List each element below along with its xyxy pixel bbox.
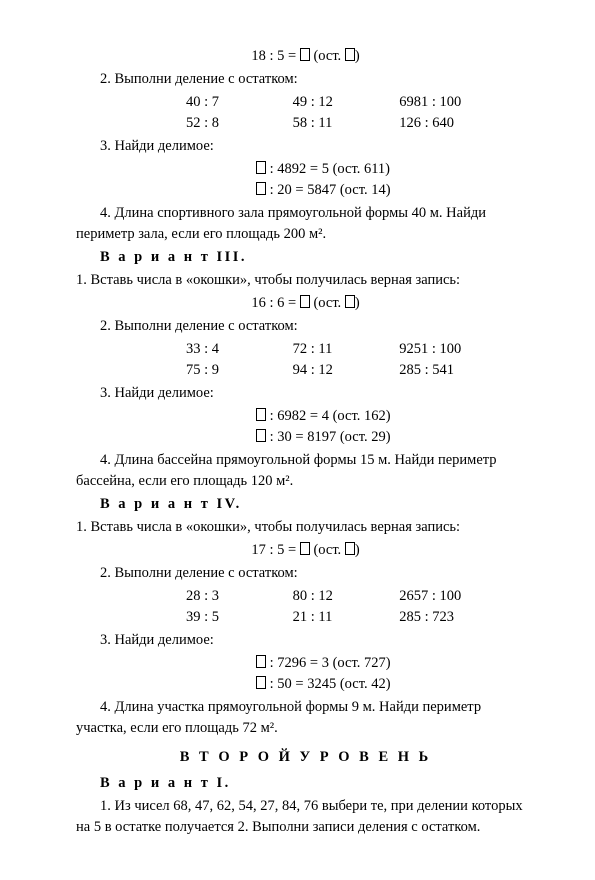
equation-top: 18 : 5 = (ост. )	[76, 46, 535, 67]
v3-ex1: 1. Вставь числа в «окошки», чтобы получи…	[76, 270, 535, 291]
v4-ex2-row2: 39 : 5 21 : 11 285 : 723	[186, 607, 535, 628]
ex4: 4. Длина спортивного зала прямоугольной …	[76, 203, 535, 245]
cell: 126 : 640	[399, 113, 535, 134]
v4-eq: 17 : 5 = (ост. )	[76, 540, 535, 561]
v3-ex2-label: 2. Выполни деление с остатком:	[76, 316, 535, 337]
cell: 33 : 4	[186, 339, 293, 360]
cell: 285 : 541	[399, 360, 535, 381]
ex3-line1: : 4892 = 5 (ост. 611)	[256, 159, 535, 180]
cell: 58 : 11	[293, 113, 400, 134]
cell: 2657 : 100	[399, 586, 535, 607]
v4-ex3-line2: : 50 = 3245 (ост. 42)	[256, 674, 535, 695]
cell: 28 : 3	[186, 586, 293, 607]
v3-eq: 16 : 6 = (ост. )	[76, 293, 535, 314]
ex3-line2: : 20 = 5847 (ост. 14)	[256, 180, 535, 201]
cell: 21 : 11	[293, 607, 400, 628]
v3-ex3-label: 3. Найди делимое:	[76, 383, 535, 404]
cell: 80 : 12	[293, 586, 400, 607]
v4-ex2-row1: 28 : 3 80 : 12 2657 : 100	[186, 586, 535, 607]
cell: 6981 : 100	[399, 92, 535, 113]
cell: 40 : 7	[186, 92, 293, 113]
cell: 52 : 8	[186, 113, 293, 134]
cell: 49 : 12	[293, 92, 400, 113]
v3-ex2-row2: 75 : 9 94 : 12 285 : 541	[186, 360, 535, 381]
variant3-title: В а р и а н т III.	[76, 247, 535, 268]
v3-ex4: 4. Длина бассейна прямоугольной формы 15…	[76, 450, 535, 492]
ex2-row1: 40 : 7 49 : 12 6981 : 100	[186, 92, 535, 113]
cell: 72 : 11	[293, 339, 400, 360]
ex2-label: 2. Выполни деление с остатком:	[76, 69, 535, 90]
variant1-title: В а р и а н т I.	[76, 773, 535, 794]
v3-ex3-line2: : 30 = 8197 (ост. 29)	[256, 427, 535, 448]
cell: 75 : 9	[186, 360, 293, 381]
v3-ex3-line1: : 6982 = 4 (ост. 162)	[256, 406, 535, 427]
v4-ex1: 1. Вставь числа в «окошки», чтобы получи…	[76, 517, 535, 538]
cell: 9251 : 100	[399, 339, 535, 360]
cell: 39 : 5	[186, 607, 293, 628]
v1-ex1: 1. Из чисел 68, 47, 62, 54, 27, 84, 76 в…	[76, 796, 535, 838]
cell: 94 : 12	[293, 360, 400, 381]
page-content: 18 : 5 = (ост. ) 2. Выполни деление с ос…	[0, 0, 595, 880]
ex3-label: 3. Найди делимое:	[76, 136, 535, 157]
v4-ex4: 4. Длина участка прямоугольной формы 9 м…	[76, 697, 535, 739]
v4-ex3-line1: : 7296 = 3 (ост. 727)	[256, 653, 535, 674]
v4-ex2-label: 2. Выполни деление с остатком:	[76, 563, 535, 584]
v4-ex3-label: 3. Найди делимое:	[76, 630, 535, 651]
variant4-title: В а р и а н т IV.	[76, 494, 535, 515]
cell: 285 : 723	[399, 607, 535, 628]
level2-title: В Т О Р О Й У Р О В Е Н Ь	[76, 747, 535, 768]
ex2-row2: 52 : 8 58 : 11 126 : 640	[186, 113, 535, 134]
v3-ex2-row1: 33 : 4 72 : 11 9251 : 100	[186, 339, 535, 360]
